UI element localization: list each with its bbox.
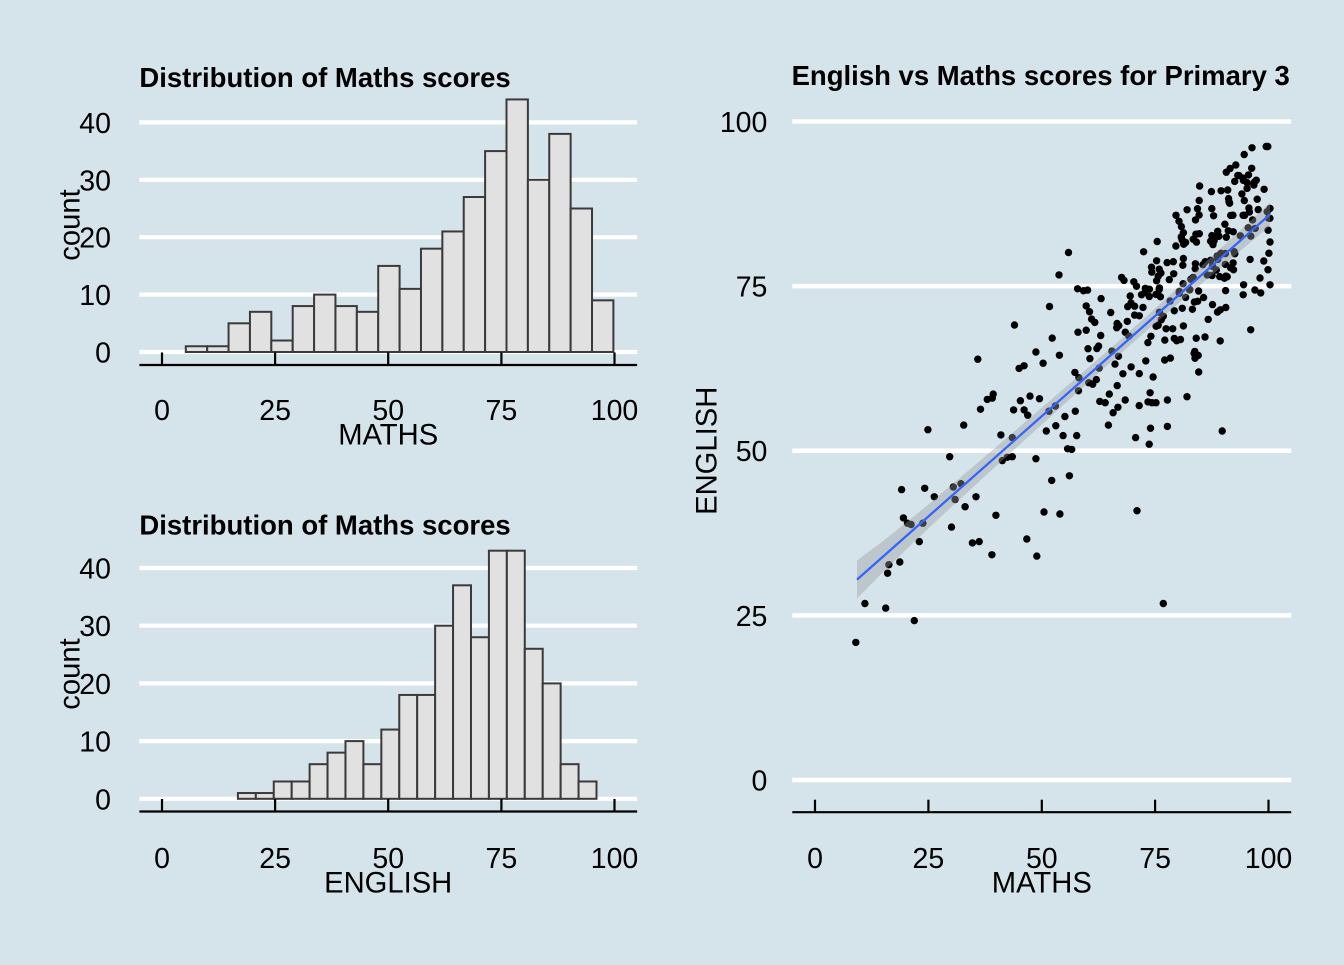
svg-text:20: 20 xyxy=(79,223,111,255)
svg-text:English vs Maths scores for Pr: English vs Maths scores for Primary 3 xyxy=(792,60,1290,91)
svg-text:30: 30 xyxy=(79,165,111,197)
svg-text:count: count xyxy=(55,189,87,260)
svg-text:75: 75 xyxy=(486,395,518,427)
svg-text:0: 0 xyxy=(807,843,823,875)
svg-text:Distribution of Maths scores: Distribution of Maths scores xyxy=(139,510,510,541)
svg-text:100: 100 xyxy=(591,395,639,427)
svg-text:25: 25 xyxy=(259,843,291,875)
svg-text:MATHS: MATHS xyxy=(992,868,1092,900)
svg-text:10: 10 xyxy=(79,727,111,759)
svg-text:count: count xyxy=(55,638,87,709)
svg-text:0: 0 xyxy=(154,843,170,875)
svg-text:75: 75 xyxy=(486,843,518,875)
svg-text:75: 75 xyxy=(736,272,768,304)
svg-text:40: 40 xyxy=(79,554,111,586)
svg-text:100: 100 xyxy=(720,107,768,139)
svg-text:10: 10 xyxy=(79,280,111,312)
svg-text:30: 30 xyxy=(79,611,111,643)
svg-text:MATHS: MATHS xyxy=(338,420,438,452)
svg-text:50: 50 xyxy=(736,436,768,468)
svg-text:50: 50 xyxy=(372,395,404,427)
svg-text:25: 25 xyxy=(913,843,945,875)
svg-text:50: 50 xyxy=(1026,843,1058,875)
svg-text:0: 0 xyxy=(95,784,111,816)
svg-text:75: 75 xyxy=(1139,843,1171,875)
svg-text:ENGLISH: ENGLISH xyxy=(692,387,724,515)
svg-text:ENGLISH: ENGLISH xyxy=(324,868,452,900)
svg-text:100: 100 xyxy=(1245,843,1293,875)
svg-text:40: 40 xyxy=(79,108,111,140)
svg-text:50: 50 xyxy=(372,843,404,875)
svg-text:20: 20 xyxy=(79,669,111,701)
svg-text:Distribution of Maths scores: Distribution of Maths scores xyxy=(139,62,510,93)
svg-text:25: 25 xyxy=(736,601,768,633)
svg-text:0: 0 xyxy=(752,766,768,798)
svg-text:100: 100 xyxy=(591,843,639,875)
svg-text:25: 25 xyxy=(259,395,291,427)
svg-text:0: 0 xyxy=(95,338,111,370)
svg-text:0: 0 xyxy=(154,395,170,427)
